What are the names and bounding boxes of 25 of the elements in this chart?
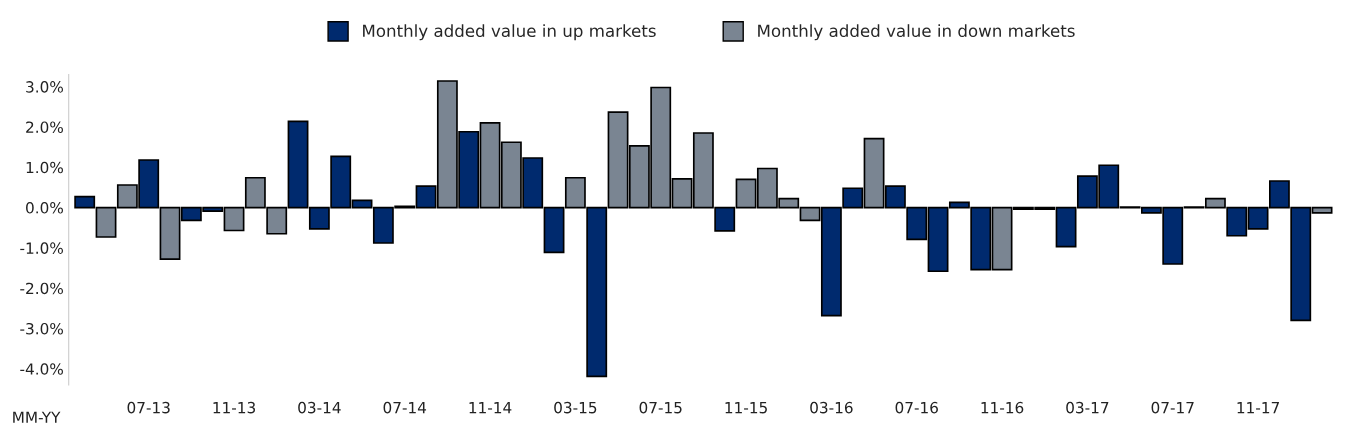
x-tick-label: 11-14: [469, 402, 512, 414]
y-tick-label: -2.0%: [20, 282, 63, 295]
x-tick-label: 07-14: [383, 401, 427, 414]
x-tick-label: 03-16: [810, 401, 853, 414]
x-tick-label: 07-17: [1151, 401, 1194, 414]
legend-label: Monthly added value in down markets: [758, 24, 1075, 41]
x-tick-label: 03-15: [554, 401, 597, 414]
y-tick-label: 0.0%: [26, 202, 63, 214]
x-tick-label: 03-17: [1066, 401, 1109, 414]
y-tick-label: -3.0%: [20, 322, 63, 335]
y-tick-label: -4.0%: [20, 363, 63, 375]
y-tick-label: 2.0%: [26, 121, 63, 133]
y-tick-label: 1.0%: [26, 161, 63, 174]
legend-label: Monthly added value in up markets: [363, 24, 656, 41]
x-axis-title: MM-YY: [13, 411, 61, 423]
x-tick-label: 11-17: [1237, 402, 1279, 414]
y-tick-label: 3.0%: [26, 81, 63, 93]
x-tick-label: 07-15: [639, 401, 682, 414]
x-tick-label: 11-16: [981, 401, 1024, 414]
x-tick-label: 11-13: [213, 401, 256, 414]
x-tick-label: 03-14: [298, 401, 341, 414]
x-tick-label: 07-13: [127, 401, 170, 414]
x-tick-label: 07-16: [895, 401, 938, 414]
x-tick-label: 11-15: [725, 402, 767, 414]
y-tick-label: -1.0%: [20, 242, 63, 254]
